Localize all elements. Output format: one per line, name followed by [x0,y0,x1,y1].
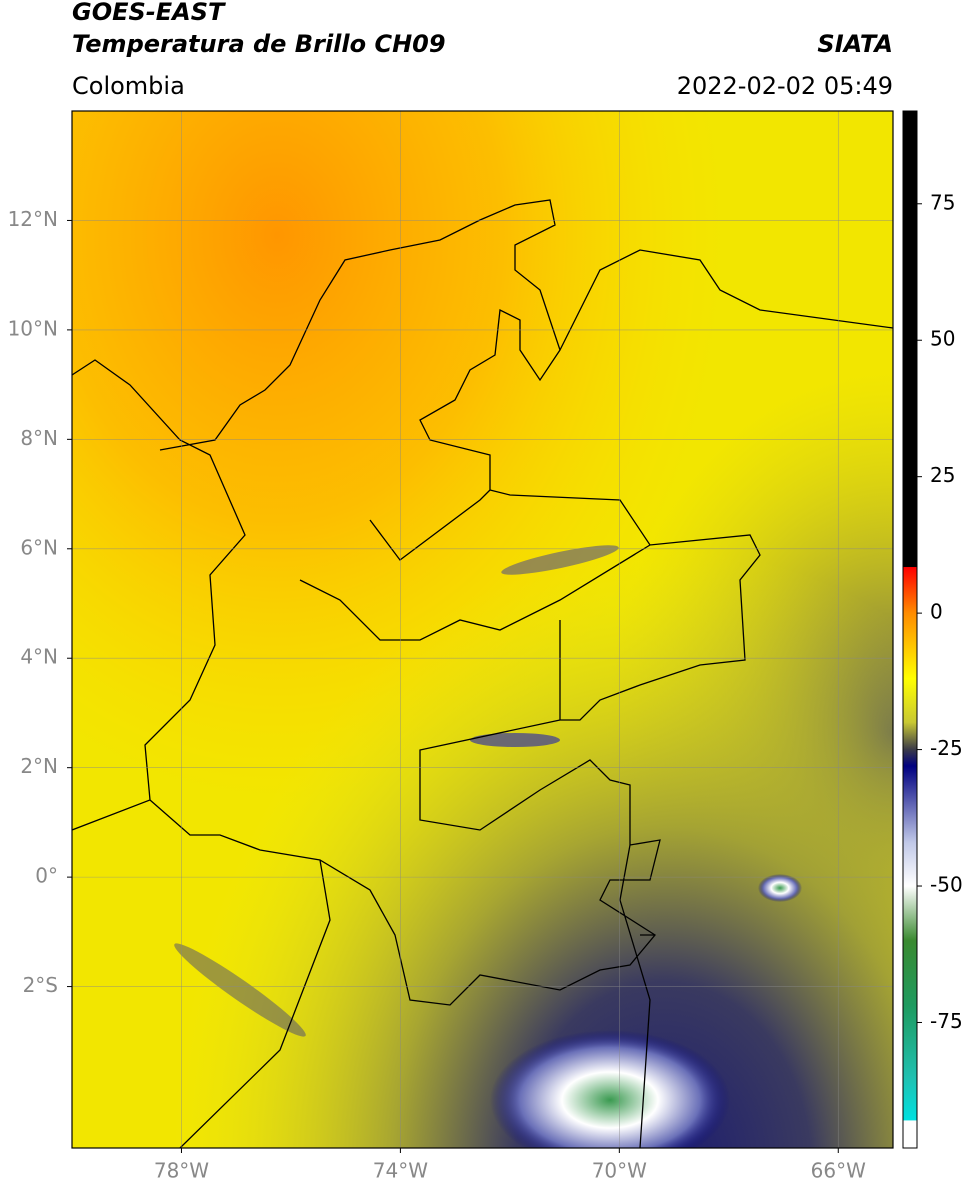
colorbar-tick-label: -50 [930,873,963,897]
region: Colombia [72,72,185,100]
y-tick-label: 6°N [20,535,58,559]
x-tick-label: 74°W [373,1159,428,1183]
subtitle: Temperatura de Brillo CH09 [72,30,446,58]
y-tick-label: 10°N [8,316,58,340]
colorbar-tick-label: -25 [930,736,963,760]
x-tick-label: 66°W [811,1159,866,1183]
y-tick-label: 12°N [8,207,58,231]
map-frame [71,110,894,1149]
storm-cell [758,874,802,902]
y-tick-label: 8°N [20,426,58,450]
datetime: 2022-02-02 05:49 [677,72,893,100]
colorbar-tick-label: 75 [930,190,955,214]
colorbar-tick-label: 0 [930,600,943,624]
grid [72,111,893,1148]
cloud-band [174,943,306,1037]
y-tick-label: 0° [35,864,58,888]
borders [72,199,893,1148]
title: GOES-EAST [72,0,226,26]
cold-area [72,111,893,1148]
colorbar-tick-label: -75 [930,1009,963,1033]
storm-cell [490,1030,730,1148]
colorbar-tick-label: 50 [930,327,955,351]
source: SIATA [817,30,893,58]
map-image [72,111,893,1148]
cloud-band [470,733,560,747]
cloud-band [501,545,619,575]
x-tick-label: 78°W [154,1159,209,1183]
x-tick-label: 70°W [592,1159,647,1183]
y-tick-label: 4°N [20,645,58,669]
y-tick-label: 2°N [20,754,58,778]
colorbar-tick-label: 25 [930,463,955,487]
colorbar [902,110,918,1149]
y-tick-label: 2°S [23,973,58,997]
